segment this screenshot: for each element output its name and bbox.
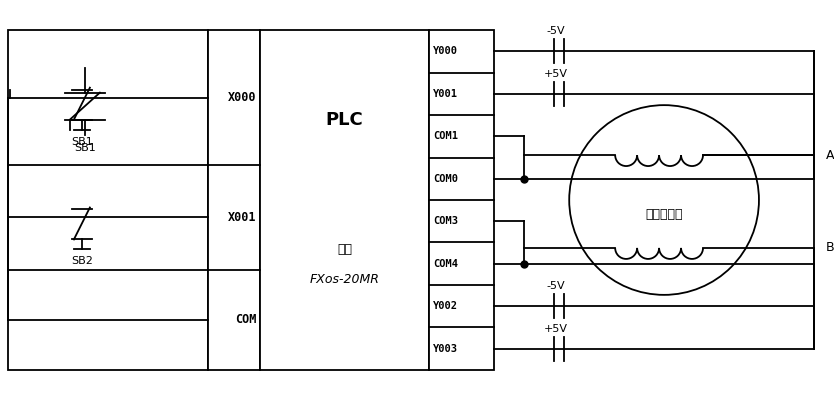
Bar [8, 30, 208, 370]
Text: FXos-20MR: FXos-20MR [309, 273, 379, 286]
Text: SB1: SB1 [71, 136, 93, 146]
Text: Y001: Y001 [434, 89, 459, 99]
Text: X000: X000 [229, 91, 257, 104]
Bar [430, 30, 495, 370]
Text: COM0: COM0 [434, 174, 459, 184]
Text: 步进电动机: 步进电动机 [646, 208, 683, 222]
Text: SB2: SB2 [71, 256, 93, 266]
Bar [259, 30, 430, 370]
Text: Y003: Y003 [434, 344, 459, 354]
Text: COM3: COM3 [434, 216, 459, 226]
Text: X001: X001 [229, 211, 257, 224]
Text: -5V: -5V [547, 281, 565, 291]
Text: COM: COM [235, 313, 257, 326]
Text: A: A [826, 148, 834, 162]
Bar [208, 30, 259, 370]
Text: Y000: Y000 [434, 46, 459, 56]
Text: -5V: -5V [547, 26, 565, 36]
Text: B: B [826, 242, 834, 254]
Text: Y002: Y002 [434, 301, 459, 311]
Text: 型号: 型号 [337, 244, 352, 256]
Text: PLC: PLC [325, 111, 364, 129]
Text: COM1: COM1 [434, 131, 459, 141]
Text: SB1: SB1 [74, 142, 96, 152]
Text: +5V: +5V [545, 324, 568, 334]
Text: +5V: +5V [545, 69, 568, 79]
Text: COM4: COM4 [434, 259, 459, 269]
